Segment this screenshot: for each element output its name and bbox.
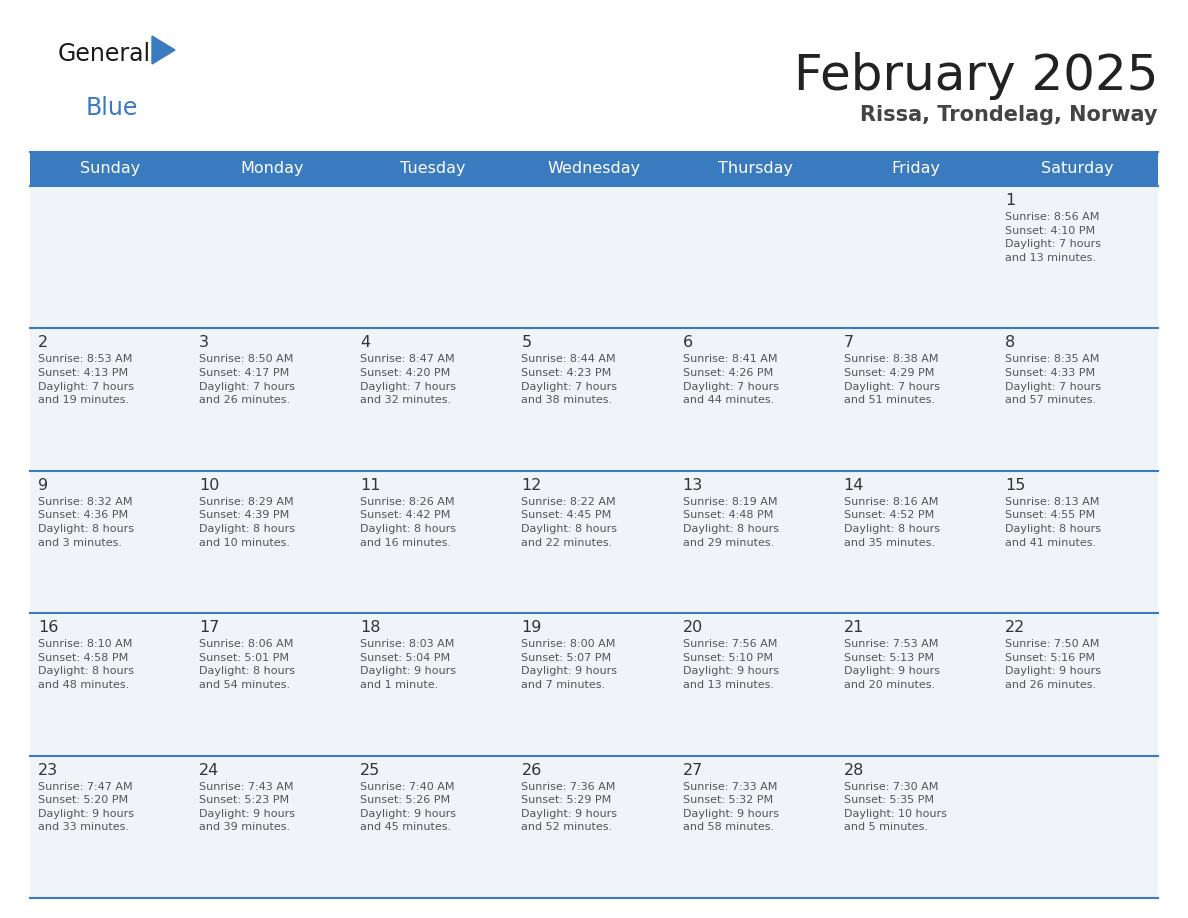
Text: Sunrise: 8:44 AM
Sunset: 4:23 PM
Daylight: 7 hours
and 38 minutes.: Sunrise: 8:44 AM Sunset: 4:23 PM Dayligh… (522, 354, 618, 405)
Text: Sunrise: 8:00 AM
Sunset: 5:07 PM
Daylight: 9 hours
and 7 minutes.: Sunrise: 8:00 AM Sunset: 5:07 PM Dayligh… (522, 639, 618, 690)
Text: Saturday: Saturday (1041, 162, 1113, 176)
Text: 2: 2 (38, 335, 49, 351)
Text: Sunrise: 8:35 AM
Sunset: 4:33 PM
Daylight: 7 hours
and 57 minutes.: Sunrise: 8:35 AM Sunset: 4:33 PM Dayligh… (1005, 354, 1101, 405)
Text: Sunrise: 7:56 AM
Sunset: 5:10 PM
Daylight: 9 hours
and 13 minutes.: Sunrise: 7:56 AM Sunset: 5:10 PM Dayligh… (683, 639, 778, 690)
Text: 25: 25 (360, 763, 380, 778)
Text: 23: 23 (38, 763, 58, 778)
Text: Tuesday: Tuesday (400, 162, 466, 176)
Text: Thursday: Thursday (718, 162, 792, 176)
Text: 4: 4 (360, 335, 371, 351)
Text: Sunrise: 8:03 AM
Sunset: 5:04 PM
Daylight: 9 hours
and 1 minute.: Sunrise: 8:03 AM Sunset: 5:04 PM Dayligh… (360, 639, 456, 690)
Text: 21: 21 (843, 621, 864, 635)
Text: 27: 27 (683, 763, 703, 778)
Text: Sunrise: 8:32 AM
Sunset: 4:36 PM
Daylight: 8 hours
and 3 minutes.: Sunrise: 8:32 AM Sunset: 4:36 PM Dayligh… (38, 497, 134, 548)
Text: Sunrise: 8:29 AM
Sunset: 4:39 PM
Daylight: 8 hours
and 10 minutes.: Sunrise: 8:29 AM Sunset: 4:39 PM Dayligh… (200, 497, 295, 548)
Text: 7: 7 (843, 335, 854, 351)
Text: Sunday: Sunday (81, 162, 140, 176)
Text: 16: 16 (38, 621, 58, 635)
Text: Sunrise: 8:13 AM
Sunset: 4:55 PM
Daylight: 8 hours
and 41 minutes.: Sunrise: 8:13 AM Sunset: 4:55 PM Dayligh… (1005, 497, 1101, 548)
Text: Sunrise: 7:53 AM
Sunset: 5:13 PM
Daylight: 9 hours
and 20 minutes.: Sunrise: 7:53 AM Sunset: 5:13 PM Dayligh… (843, 639, 940, 690)
Text: Sunrise: 8:53 AM
Sunset: 4:13 PM
Daylight: 7 hours
and 19 minutes.: Sunrise: 8:53 AM Sunset: 4:13 PM Dayligh… (38, 354, 134, 405)
Text: General: General (58, 42, 151, 66)
Text: 15: 15 (1005, 477, 1025, 493)
Text: Wednesday: Wednesday (548, 162, 640, 176)
Text: 28: 28 (843, 763, 864, 778)
Text: Sunrise: 8:41 AM
Sunset: 4:26 PM
Daylight: 7 hours
and 44 minutes.: Sunrise: 8:41 AM Sunset: 4:26 PM Dayligh… (683, 354, 778, 405)
Text: Sunrise: 7:50 AM
Sunset: 5:16 PM
Daylight: 9 hours
and 26 minutes.: Sunrise: 7:50 AM Sunset: 5:16 PM Dayligh… (1005, 639, 1101, 690)
Text: Sunrise: 7:36 AM
Sunset: 5:29 PM
Daylight: 9 hours
and 52 minutes.: Sunrise: 7:36 AM Sunset: 5:29 PM Dayligh… (522, 781, 618, 833)
Text: Sunrise: 8:38 AM
Sunset: 4:29 PM
Daylight: 7 hours
and 51 minutes.: Sunrise: 8:38 AM Sunset: 4:29 PM Dayligh… (843, 354, 940, 405)
Text: Sunrise: 7:43 AM
Sunset: 5:23 PM
Daylight: 9 hours
and 39 minutes.: Sunrise: 7:43 AM Sunset: 5:23 PM Dayligh… (200, 781, 295, 833)
Text: Sunrise: 8:50 AM
Sunset: 4:17 PM
Daylight: 7 hours
and 26 minutes.: Sunrise: 8:50 AM Sunset: 4:17 PM Dayligh… (200, 354, 295, 405)
Text: Sunrise: 8:06 AM
Sunset: 5:01 PM
Daylight: 8 hours
and 54 minutes.: Sunrise: 8:06 AM Sunset: 5:01 PM Dayligh… (200, 639, 295, 690)
Text: 18: 18 (360, 621, 381, 635)
Text: Sunrise: 7:40 AM
Sunset: 5:26 PM
Daylight: 9 hours
and 45 minutes.: Sunrise: 7:40 AM Sunset: 5:26 PM Dayligh… (360, 781, 456, 833)
Text: Sunrise: 8:47 AM
Sunset: 4:20 PM
Daylight: 7 hours
and 32 minutes.: Sunrise: 8:47 AM Sunset: 4:20 PM Dayligh… (360, 354, 456, 405)
Text: 9: 9 (38, 477, 49, 493)
Text: Sunrise: 8:56 AM
Sunset: 4:10 PM
Daylight: 7 hours
and 13 minutes.: Sunrise: 8:56 AM Sunset: 4:10 PM Dayligh… (1005, 212, 1101, 263)
Text: Sunrise: 7:47 AM
Sunset: 5:20 PM
Daylight: 9 hours
and 33 minutes.: Sunrise: 7:47 AM Sunset: 5:20 PM Dayligh… (38, 781, 134, 833)
Text: 14: 14 (843, 477, 864, 493)
Text: Sunrise: 7:33 AM
Sunset: 5:32 PM
Daylight: 9 hours
and 58 minutes.: Sunrise: 7:33 AM Sunset: 5:32 PM Dayligh… (683, 781, 778, 833)
Text: 5: 5 (522, 335, 531, 351)
Text: Rissa, Trondelag, Norway: Rissa, Trondelag, Norway (860, 105, 1158, 125)
Text: 17: 17 (200, 621, 220, 635)
Text: 6: 6 (683, 335, 693, 351)
Text: 13: 13 (683, 477, 703, 493)
Text: Sunrise: 8:16 AM
Sunset: 4:52 PM
Daylight: 8 hours
and 35 minutes.: Sunrise: 8:16 AM Sunset: 4:52 PM Dayligh… (843, 497, 940, 548)
Text: Sunrise: 8:19 AM
Sunset: 4:48 PM
Daylight: 8 hours
and 29 minutes.: Sunrise: 8:19 AM Sunset: 4:48 PM Dayligh… (683, 497, 778, 548)
Text: Friday: Friday (892, 162, 941, 176)
Text: 22: 22 (1005, 621, 1025, 635)
Text: 24: 24 (200, 763, 220, 778)
Text: Sunrise: 8:26 AM
Sunset: 4:42 PM
Daylight: 8 hours
and 16 minutes.: Sunrise: 8:26 AM Sunset: 4:42 PM Dayligh… (360, 497, 456, 548)
Text: Sunrise: 8:22 AM
Sunset: 4:45 PM
Daylight: 8 hours
and 22 minutes.: Sunrise: 8:22 AM Sunset: 4:45 PM Dayligh… (522, 497, 618, 548)
Text: 3: 3 (200, 335, 209, 351)
Text: 11: 11 (360, 477, 381, 493)
Text: 1: 1 (1005, 193, 1015, 208)
Text: 19: 19 (522, 621, 542, 635)
Text: Monday: Monday (240, 162, 303, 176)
Text: 20: 20 (683, 621, 703, 635)
Text: Sunrise: 7:30 AM
Sunset: 5:35 PM
Daylight: 10 hours
and 5 minutes.: Sunrise: 7:30 AM Sunset: 5:35 PM Dayligh… (843, 781, 947, 833)
Text: 26: 26 (522, 763, 542, 778)
Text: Sunrise: 8:10 AM
Sunset: 4:58 PM
Daylight: 8 hours
and 48 minutes.: Sunrise: 8:10 AM Sunset: 4:58 PM Dayligh… (38, 639, 134, 690)
Text: February 2025: February 2025 (794, 52, 1158, 100)
Text: Blue: Blue (86, 96, 138, 120)
Text: 10: 10 (200, 477, 220, 493)
Text: 8: 8 (1005, 335, 1015, 351)
Text: 12: 12 (522, 477, 542, 493)
